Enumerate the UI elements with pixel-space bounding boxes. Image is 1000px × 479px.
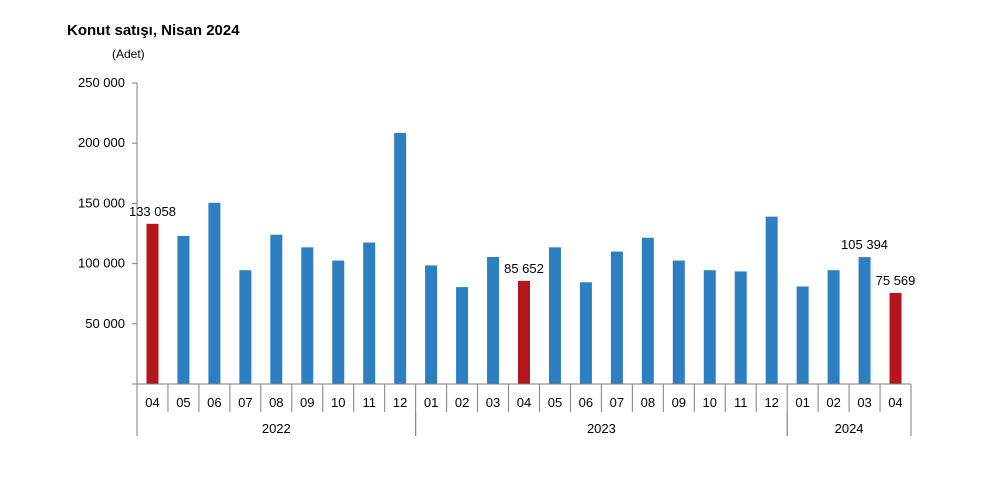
x-tick-label: 12 bbox=[393, 395, 407, 410]
bar bbox=[548, 247, 561, 384]
y-tick-label: 200 000 bbox=[78, 135, 125, 150]
y-tick-label: 50 000 bbox=[85, 316, 125, 331]
x-tick-label: 10 bbox=[703, 395, 717, 410]
year-label: 2024 bbox=[835, 421, 864, 436]
x-tick-label: 06 bbox=[579, 395, 593, 410]
x-tick-label: 10 bbox=[331, 395, 345, 410]
bar bbox=[363, 242, 376, 384]
bar bbox=[827, 270, 840, 384]
x-tick-label: 01 bbox=[424, 395, 438, 410]
x-tick-label: 05 bbox=[176, 395, 190, 410]
x-tick-label: 07 bbox=[610, 395, 624, 410]
x-axis: 04 05 06 07 08 09 10 11 12 01 02 03 04 05 06 07 08 09 10 11… bbox=[136, 383, 912, 436]
bar bbox=[239, 270, 252, 384]
bar bbox=[796, 286, 809, 384]
bar bbox=[146, 223, 159, 384]
bar bbox=[734, 271, 747, 384]
year-label: 2023 bbox=[587, 421, 616, 436]
bar bbox=[456, 287, 469, 384]
x-tick-label: 04 bbox=[517, 395, 531, 410]
year-label: 2022 bbox=[262, 421, 291, 436]
x-tick-label: 01 bbox=[795, 395, 809, 410]
chart-title: Konut satışı, Nisan 2024 bbox=[67, 22, 240, 39]
x-tick-label: 02 bbox=[826, 395, 840, 410]
bar bbox=[177, 235, 190, 384]
bar bbox=[301, 247, 314, 384]
y-axis: 50 000 100 000 150 000 200 000 250 000 bbox=[78, 75, 138, 385]
x-tick-label: 08 bbox=[269, 395, 283, 410]
x-tick-label: 04 bbox=[145, 395, 159, 410]
bar bbox=[765, 216, 778, 384]
bar bbox=[858, 257, 871, 384]
bar bbox=[672, 260, 685, 384]
unit-label: (Adet) bbox=[112, 47, 145, 61]
data-labels: 133 058 85 652 105 394 75 569 bbox=[129, 204, 915, 288]
bars bbox=[146, 132, 902, 384]
bar bbox=[518, 280, 530, 384]
bar bbox=[579, 282, 592, 384]
bar bbox=[208, 202, 221, 384]
x-tick-label: 12 bbox=[764, 395, 778, 410]
bar bbox=[487, 256, 500, 384]
bar bbox=[703, 270, 716, 384]
x-tick-label: 08 bbox=[641, 395, 655, 410]
x-tick-label: 06 bbox=[207, 395, 221, 410]
bar bbox=[889, 293, 902, 384]
x-tick-label: 05 bbox=[548, 395, 562, 410]
bar bbox=[332, 260, 345, 384]
x-tick-label: 03 bbox=[486, 395, 500, 410]
data-label: 105 394 bbox=[841, 237, 888, 252]
x-tick-label: 04 bbox=[888, 395, 902, 410]
bar bbox=[394, 132, 407, 384]
x-tick-label: 11 bbox=[734, 395, 748, 410]
x-tick-label: 09 bbox=[672, 395, 686, 410]
y-tick-label: 250 000 bbox=[78, 75, 125, 90]
bar bbox=[425, 265, 438, 384]
x-tick-label: 07 bbox=[238, 395, 252, 410]
bar bbox=[641, 237, 654, 384]
data-label: 75 569 bbox=[876, 273, 916, 288]
bar bbox=[610, 251, 623, 384]
y-tick-label: 150 000 bbox=[78, 195, 125, 210]
x-tick-label: 11 bbox=[362, 395, 376, 410]
data-label: 85 652 bbox=[504, 261, 544, 276]
data-label: 133 058 bbox=[129, 204, 176, 219]
x-tick-label: 02 bbox=[455, 395, 469, 410]
y-tick-label: 100 000 bbox=[78, 256, 125, 271]
x-tick-label: 03 bbox=[857, 395, 871, 410]
bar bbox=[270, 234, 283, 384]
x-tick-label: 09 bbox=[300, 395, 314, 410]
